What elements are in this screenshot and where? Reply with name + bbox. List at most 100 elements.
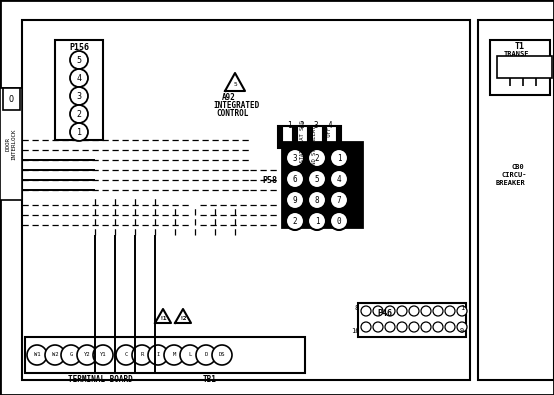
Circle shape: [330, 170, 348, 188]
Circle shape: [409, 322, 419, 332]
Circle shape: [196, 345, 216, 365]
Circle shape: [409, 306, 419, 316]
Circle shape: [421, 322, 431, 332]
Circle shape: [330, 191, 348, 209]
Circle shape: [45, 345, 65, 365]
Text: TB1: TB1: [203, 374, 217, 384]
Text: I: I: [156, 352, 160, 357]
Text: 4: 4: [337, 175, 341, 184]
Circle shape: [148, 345, 168, 365]
Text: 3: 3: [314, 120, 319, 130]
Circle shape: [77, 345, 97, 365]
Circle shape: [373, 322, 383, 332]
Circle shape: [361, 322, 371, 332]
Text: TRANSF: TRANSF: [503, 51, 529, 57]
Circle shape: [212, 345, 232, 365]
Circle shape: [70, 51, 88, 69]
Bar: [22, 20, 470, 380]
Circle shape: [93, 345, 113, 365]
Text: 2: 2: [293, 216, 297, 226]
Text: 1: 1: [337, 154, 341, 162]
Circle shape: [457, 306, 467, 316]
Text: 2: 2: [300, 120, 304, 130]
Circle shape: [70, 123, 88, 141]
Bar: [55, 40, 103, 140]
Text: 4: 4: [327, 120, 332, 130]
Circle shape: [286, 149, 304, 167]
Text: 5: 5: [233, 81, 237, 87]
Text: O: O: [8, 94, 13, 103]
Bar: [358, 303, 466, 337]
Bar: [282, 126, 292, 144]
Circle shape: [308, 191, 326, 209]
Bar: [3, 88, 20, 110]
Circle shape: [70, 69, 88, 87]
Bar: [278, 126, 341, 148]
Text: 1: 1: [76, 128, 81, 137]
Text: D: D: [204, 352, 208, 357]
Circle shape: [180, 345, 200, 365]
Text: C: C: [125, 352, 127, 357]
Circle shape: [308, 212, 326, 230]
Circle shape: [164, 345, 184, 365]
Text: 2: 2: [76, 109, 81, 118]
Text: P46: P46: [377, 308, 392, 318]
Circle shape: [397, 322, 407, 332]
Circle shape: [433, 306, 443, 316]
Text: TERMINAL BOARD: TERMINAL BOARD: [68, 374, 132, 384]
Circle shape: [330, 212, 348, 230]
Circle shape: [397, 306, 407, 316]
Text: Y2: Y2: [84, 352, 90, 357]
Text: 2ND STG RELAY: 2ND STG RELAY: [311, 126, 316, 168]
Circle shape: [286, 191, 304, 209]
Text: 0: 0: [337, 216, 341, 226]
Text: 8: 8: [315, 196, 319, 205]
Text: 16: 16: [351, 328, 359, 334]
Text: !2: !2: [179, 316, 187, 320]
Bar: [490, 40, 550, 95]
Bar: [326, 126, 336, 144]
Text: P156: P156: [69, 43, 89, 51]
Text: DOOR
INTERLOCK: DOOR INTERLOCK: [6, 128, 17, 160]
Text: 1: 1: [315, 216, 319, 226]
Bar: [25, 337, 305, 373]
Bar: [0, 88, 22, 200]
Circle shape: [70, 105, 88, 123]
Circle shape: [286, 212, 304, 230]
Bar: [297, 126, 307, 144]
Text: 5: 5: [76, 56, 81, 64]
Text: M: M: [172, 352, 176, 357]
Circle shape: [132, 345, 152, 365]
Text: 1: 1: [460, 305, 464, 311]
Text: CIRCU-: CIRCU-: [501, 172, 527, 178]
Text: L: L: [188, 352, 192, 357]
Circle shape: [385, 306, 395, 316]
Text: 3: 3: [293, 154, 297, 162]
Circle shape: [373, 306, 383, 316]
Text: Y1: Y1: [100, 352, 106, 357]
Circle shape: [330, 149, 348, 167]
Bar: [497, 56, 552, 78]
Text: INTEGRATED: INTEGRATED: [213, 100, 259, 109]
Circle shape: [433, 322, 443, 332]
Circle shape: [116, 345, 136, 365]
Polygon shape: [175, 309, 191, 323]
Polygon shape: [155, 309, 171, 323]
Text: 9: 9: [293, 196, 297, 205]
Circle shape: [421, 306, 431, 316]
Text: P58: P58: [263, 175, 278, 184]
Circle shape: [385, 322, 395, 332]
Text: HEAT OFF: HEAT OFF: [326, 127, 331, 153]
Text: W1: W1: [34, 352, 40, 357]
Text: 5: 5: [315, 175, 319, 184]
Text: !1: !1: [159, 316, 167, 320]
Bar: [478, 20, 554, 380]
Text: 7: 7: [337, 196, 341, 205]
Text: G: G: [69, 352, 73, 357]
Circle shape: [445, 322, 455, 332]
Text: 1: 1: [286, 120, 291, 130]
Text: 8: 8: [355, 305, 359, 311]
Text: DS: DS: [219, 352, 225, 357]
Circle shape: [286, 170, 304, 188]
Bar: [282, 142, 362, 227]
